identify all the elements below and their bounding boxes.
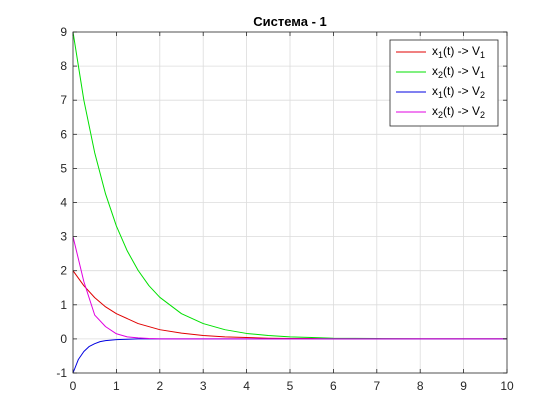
legend-text-part: (t) -> V — [443, 104, 480, 118]
x-tick-label: 7 — [373, 379, 380, 393]
legend-text-part: (t) -> V — [443, 64, 480, 78]
x-tick-label: 3 — [200, 379, 207, 393]
legend-subscript: 2 — [480, 90, 485, 100]
legend-subscript: 1 — [438, 50, 443, 60]
x-tick-label: 6 — [330, 379, 337, 393]
y-tick-label: 7 — [60, 93, 67, 107]
legend-entry-3: x1(t) -> V2 — [432, 84, 485, 100]
legend-subscript: 2 — [480, 110, 485, 120]
series-layer — [72, 31, 507, 374]
x-tick-label: 0 — [70, 379, 77, 393]
x-tick-label: 9 — [460, 379, 467, 393]
y-tick-label: 1 — [60, 298, 67, 312]
chart-title: Система - 1 — [253, 14, 327, 29]
y-tick-label: 6 — [60, 127, 67, 141]
y-tick-label: -1 — [56, 366, 67, 380]
legend-subscript: 1 — [480, 70, 485, 80]
legend-entry-2: x2(t) -> V1 — [432, 64, 485, 80]
legend-entry-1: x1(t) -> V1 — [432, 44, 485, 60]
y-tick-label: 9 — [60, 25, 67, 39]
legend-subscript: 2 — [438, 110, 443, 120]
legend-subscript: 2 — [438, 70, 443, 80]
x-tick-label: 4 — [243, 379, 250, 393]
y-tick-label: 2 — [60, 264, 67, 278]
legend-text-part: x — [432, 44, 438, 58]
legend-text-part: x — [432, 64, 438, 78]
y-tick-label: 5 — [60, 161, 67, 175]
legend-text-part: (t) -> V — [443, 84, 480, 98]
x-tick-label: 1 — [113, 379, 120, 393]
legend-subscript: 1 — [480, 50, 485, 60]
y-tick-label: 0 — [60, 332, 67, 346]
y-tick-label: 4 — [60, 196, 67, 210]
x-tick-label: 5 — [287, 379, 294, 393]
legend-subscript: 1 — [438, 90, 443, 100]
legend-text-part: (t) -> V — [443, 44, 480, 58]
y-tick-label: 3 — [60, 230, 67, 244]
x-tick-label: 10 — [500, 379, 514, 393]
y-tick-label: 8 — [60, 59, 67, 73]
series-line-4 — [72, 236, 507, 340]
legend-entry-4: x2(t) -> V2 — [432, 104, 485, 120]
legend-text-part: x — [432, 104, 438, 118]
x-tick-label: 2 — [156, 379, 163, 393]
x-tick-label: 8 — [417, 379, 424, 393]
legend-text-part: x — [432, 84, 438, 98]
